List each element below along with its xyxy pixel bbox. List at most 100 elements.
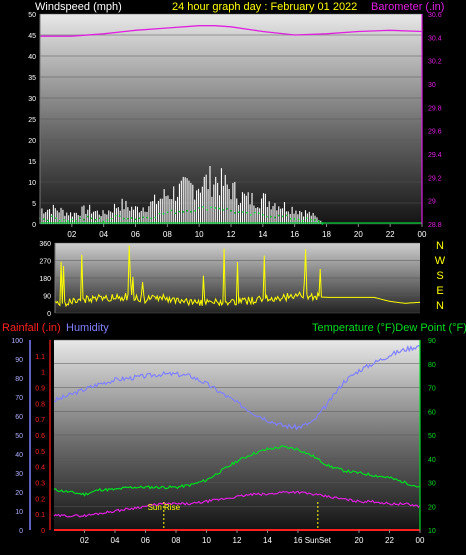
climate-panel-grid: [54, 339, 420, 531]
barometer-tick-label: 29: [428, 199, 436, 206]
wind-tick-label: 5: [32, 201, 36, 208]
wind-tick-label: 45: [28, 33, 36, 40]
x-tick-label: 16: [290, 230, 299, 239]
avg-wind-mark: [222, 209, 224, 211]
barometer-tick-label: 28.8: [428, 222, 442, 229]
barometer-tick-label: 29.4: [428, 152, 442, 159]
rain-tick-label: 0.1: [35, 512, 45, 519]
x-tick-label: 00: [416, 536, 425, 545]
avg-wind-mark: [186, 209, 189, 212]
barometer-tick-label: 30.6: [428, 12, 442, 19]
avg-wind-mark: [154, 216, 157, 219]
x-tick-label: 12: [227, 230, 236, 239]
x-tick-label: 02: [80, 536, 89, 545]
x-tick-label: 08: [163, 230, 172, 239]
avg-wind-mark: [309, 218, 312, 221]
avg-wind-mark: [234, 211, 236, 214]
avg-wind-mark: [82, 218, 85, 221]
avg-wind-mark: [285, 214, 288, 217]
rain-tick-label: 0.6: [35, 433, 45, 440]
x-tick-label: 08: [172, 536, 181, 545]
avg-wind-mark: [313, 219, 316, 221]
x-tick-label: 10: [202, 536, 211, 545]
compass-label: N: [436, 300, 444, 312]
temp-tick-label: 20: [428, 504, 436, 511]
humidity-title: Humidity: [66, 322, 109, 334]
x-tick-label: 06: [131, 230, 140, 239]
avg-wind-mark: [122, 217, 125, 220]
x-tick-label: 18: [322, 230, 331, 239]
avg-wind-mark: [230, 209, 232, 212]
humidity-tick-label: 30: [15, 471, 23, 478]
x-tick-label: 20: [355, 536, 364, 545]
avg-wind-mark: [246, 211, 248, 214]
dew-point-line: [53, 490, 421, 518]
barometer-line: [40, 25, 423, 37]
x-tick-label: 02: [67, 230, 76, 239]
rain-tick-label: 0.3: [35, 481, 45, 488]
rain-tick-label: 0.4: [35, 465, 45, 472]
humidity-tick-label: 10: [15, 509, 23, 516]
avg-wind-mark: [110, 217, 113, 220]
avg-wind-mark: [305, 217, 308, 219]
avg-wind-mark: [98, 217, 101, 220]
avg-wind-mark: [126, 217, 129, 220]
x-tick-label: 20: [354, 230, 363, 239]
rain-tick-label: 0: [41, 528, 45, 535]
avg-wind-mark: [74, 219, 77, 222]
avg-wind-mark: [289, 217, 292, 220]
avg-wind-mark: [206, 209, 209, 211]
avg-wind-mark: [214, 207, 216, 209]
barometer-title: Barometer (.in): [371, 1, 444, 13]
avg-wind-mark: [146, 216, 149, 219]
wind-direction-line: [54, 245, 421, 308]
x-tick-label: 04: [111, 536, 120, 545]
direction-panel-lines: [54, 245, 421, 308]
temp-tick-label: 70: [428, 386, 436, 393]
x-tick-label: 22: [386, 230, 395, 239]
avg-wind-mark: [178, 210, 181, 213]
x-tick-label: 22: [385, 536, 394, 545]
avg-wind-mark: [265, 215, 268, 218]
rain-tick-label: 0.2: [35, 496, 45, 503]
avg-wind-mark: [158, 212, 161, 215]
x-tick-label: 14: [258, 230, 267, 239]
temp-tick-label: 90: [428, 338, 436, 345]
avg-wind-mark: [166, 211, 169, 214]
wind-tick-label: 30: [28, 96, 36, 103]
rain-tick-label: 0.7: [35, 417, 45, 424]
avg-wind-mark: [142, 216, 145, 219]
x-tick-label: 16: [294, 536, 303, 545]
avg-wind-mark: [261, 214, 264, 216]
avg-wind-mark: [106, 219, 109, 221]
avg-wind-mark: [86, 215, 89, 218]
wind-tick-label: 25: [28, 117, 36, 124]
avg-wind-mark: [218, 207, 220, 210]
compass-label: N: [436, 240, 444, 252]
temp-tick-label: 60: [428, 409, 436, 416]
temp-tick-label: 40: [428, 457, 436, 464]
avg-wind-mark: [182, 211, 185, 213]
avg-wind-mark: [102, 220, 105, 223]
temp-dew-title: Temperature (°F)Dew Point (°F): [312, 322, 466, 334]
direction-tick-label: 270: [39, 259, 51, 266]
avg-wind-mark: [118, 215, 121, 218]
barometer-tick-label: 30.2: [428, 59, 442, 66]
x-tick-label: 14: [263, 536, 272, 545]
climate-panel-axes: 010203040506070809010000.10.20.30.40.50.…: [11, 338, 436, 545]
temperature-line: [53, 445, 421, 497]
wind-panel-lines: [40, 25, 423, 224]
avg-wind-mark: [134, 218, 137, 221]
wind-tick-label: 35: [28, 75, 36, 82]
x-tick-label: 00: [418, 230, 427, 239]
humidity-line: [54, 345, 421, 431]
avg-wind-mark: [70, 218, 73, 221]
wind-tick-label: 15: [28, 159, 36, 166]
avg-wind-mark: [242, 211, 244, 213]
wind-tick-label: 0: [32, 222, 36, 229]
wind-bars: [39, 166, 324, 225]
barometer-tick-label: 29.2: [428, 175, 442, 182]
avg-wind-mark: [94, 218, 97, 221]
